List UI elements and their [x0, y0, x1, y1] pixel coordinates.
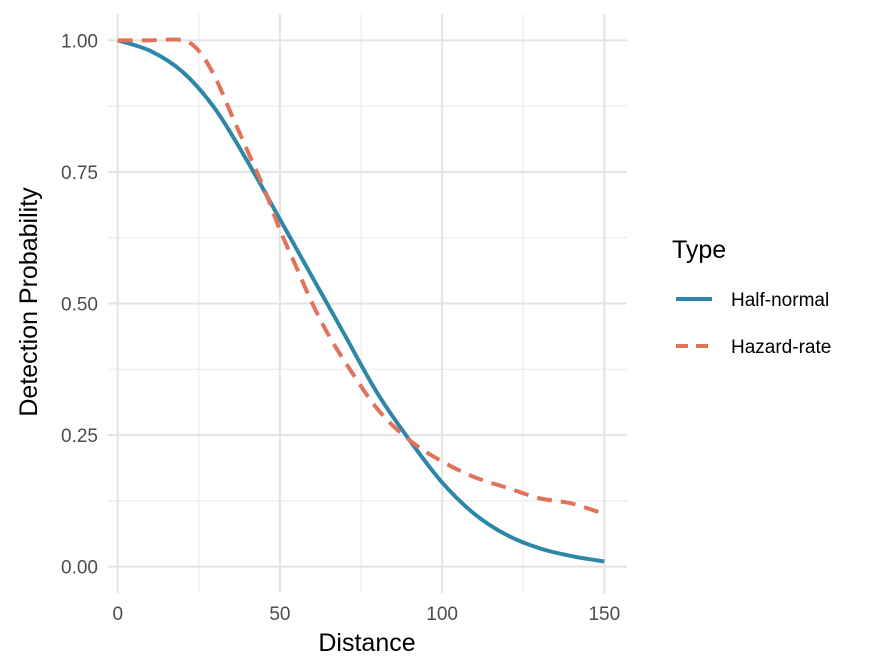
x-axis-ticks: 0 50 100 150 [112, 604, 620, 625]
y-tick-label: 0.75 [61, 163, 98, 184]
series-layer [117, 37, 605, 564]
legend-items: Half-normal Hazard-rate [676, 290, 831, 358]
y-axis-ticks: 0.00 0.25 0.50 0.75 1.00 [61, 31, 98, 578]
x-tick-label: 100 [426, 604, 458, 625]
series-line-hazard-rate [117, 37, 605, 516]
x-tick-label: 150 [588, 604, 620, 625]
y-axis-title: Detection Probability [15, 187, 43, 417]
legend-title: Type [672, 236, 726, 264]
legend-label-hazard-rate: Hazard-rate [731, 337, 831, 358]
x-tick-label: 50 [269, 604, 290, 625]
y-tick-label: 1.00 [61, 31, 98, 52]
y-tick-label: 0.00 [61, 558, 98, 579]
y-tick-label: 0.50 [61, 295, 98, 316]
legend-label-half-normal: Half-normal [731, 290, 829, 311]
series-line-half-normal [117, 38, 605, 564]
y-tick-label: 0.25 [61, 426, 98, 447]
x-axis-title: Distance [318, 629, 415, 657]
x-tick-label: 0 [112, 604, 123, 625]
legend: Type Half-normal Hazard-rate [672, 236, 831, 358]
major-gridlines [108, 14, 627, 593]
